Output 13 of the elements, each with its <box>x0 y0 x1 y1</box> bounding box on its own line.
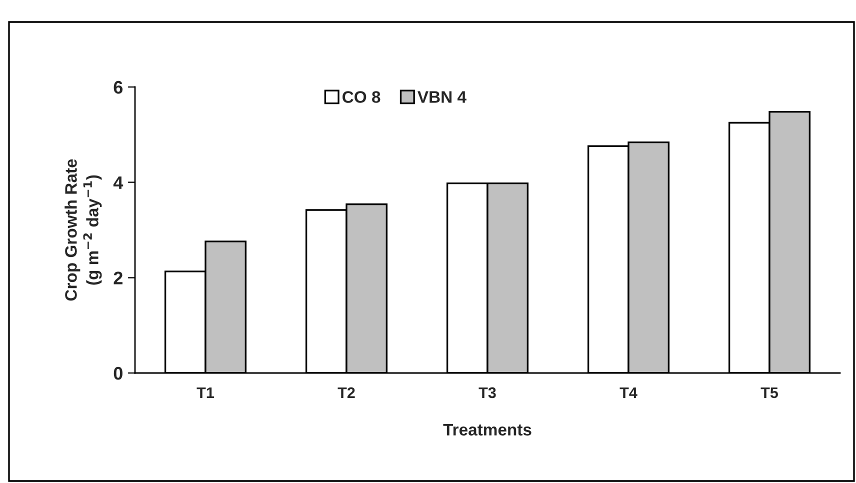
y-tick-label: 4 <box>113 176 124 189</box>
y-tick-label: 6 <box>114 80 123 94</box>
legend-label: VBN 4 <box>418 91 466 103</box>
x-tick-label: T4 <box>620 387 638 398</box>
x-axis-title: Treatments <box>443 424 532 436</box>
x-tick-label: T2 <box>338 387 355 398</box>
x-tick-label: T1 <box>196 387 214 398</box>
y-tick-label: 0 <box>114 366 122 380</box>
y-axis-title: Crop Growth Rate (g m$^{−2}$ day$^{−1}$) <box>64 159 102 301</box>
x-tick-label: T5 <box>760 387 778 398</box>
x-tick-label: T3 <box>478 387 496 398</box>
y-tick-label: 2 <box>114 272 122 284</box>
legend-label: CO 8 <box>342 91 380 103</box>
